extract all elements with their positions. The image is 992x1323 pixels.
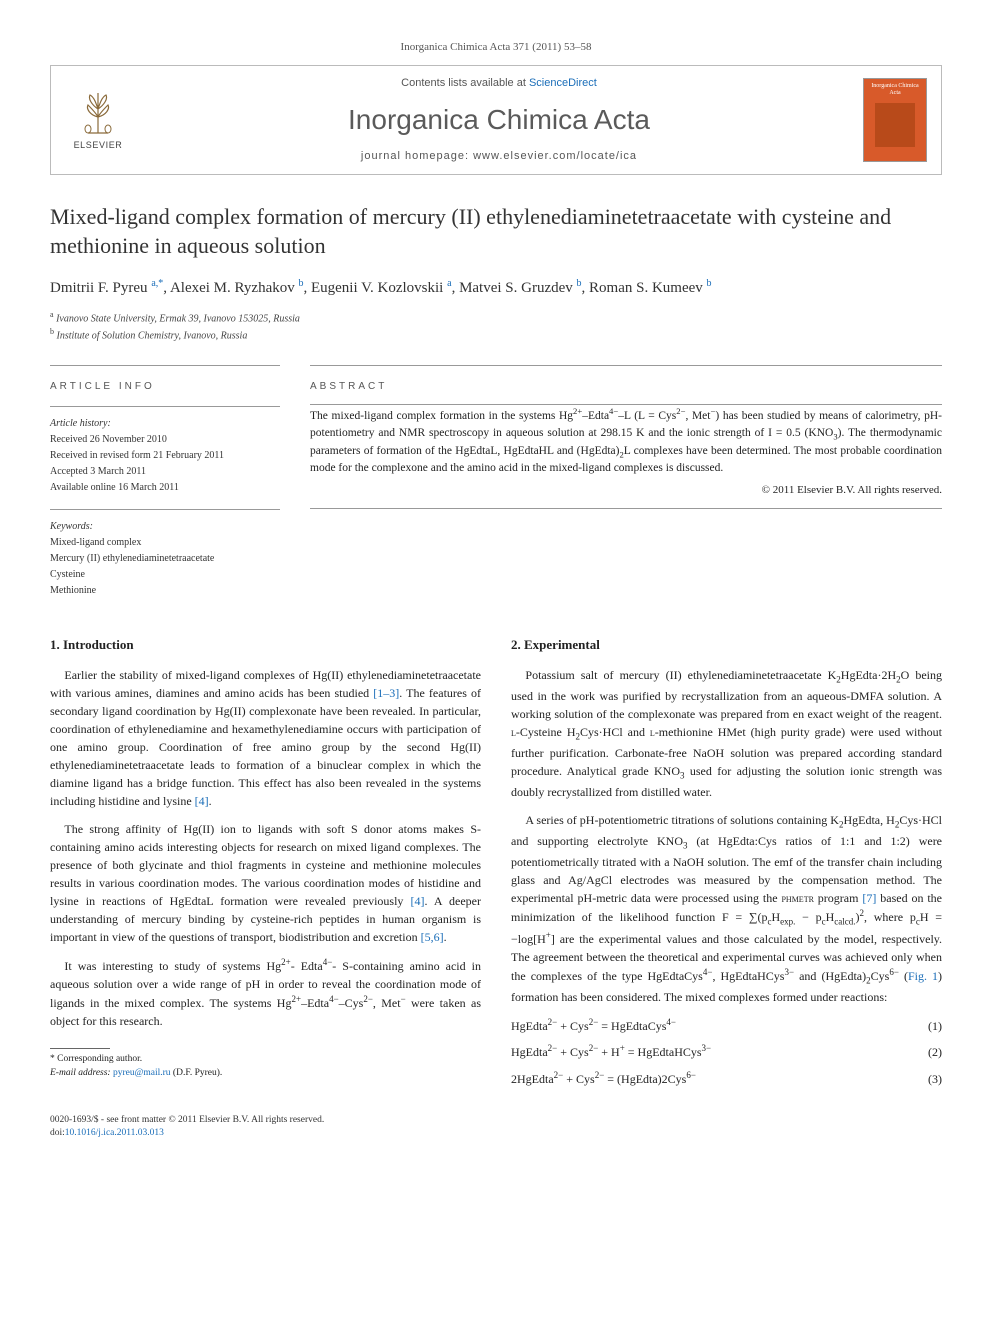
experimental-paragraph: A series of pH-potentiometric titrations… — [511, 811, 942, 1006]
history-received: Received 26 November 2010 — [50, 433, 280, 447]
journal-name: Inorganica Chimica Acta — [149, 100, 849, 139]
intro-paragraph: The strong affinity of Hg(II) ion to lig… — [50, 820, 481, 946]
contents-available-line: Contents lists available at ScienceDirec… — [149, 76, 849, 91]
affiliation-a: a Ivanovo State University, Ermak 39, Iv… — [50, 309, 942, 326]
experimental-heading: 2. Experimental — [511, 636, 942, 654]
keyword-item: Mixed-ligand complex — [50, 536, 280, 550]
intro-paragraph: It was interesting to study of systems H… — [50, 956, 481, 1030]
doi-link[interactable]: 10.1016/j.ica.2011.03.013 — [65, 1128, 164, 1138]
equation-row: HgEdta2− + Cys2− + H+ = HgEdtaHCys3− (2) — [511, 1042, 942, 1061]
equation: HgEdta2− + Cys2− + H+ = HgEdtaHCys3− — [511, 1042, 711, 1061]
article-info-heading: ARTICLE INFO — [50, 380, 280, 394]
doi-label: doi: — [50, 1128, 65, 1138]
equation: HgEdta2− + Cys2− = HgEdtaCys4− — [511, 1016, 676, 1035]
article-title: Mixed-ligand complex formation of mercur… — [50, 203, 942, 260]
abstract-heading: ABSTRACT — [310, 380, 942, 394]
elsevier-tree-icon — [74, 89, 122, 137]
elsevier-logo: ELSEVIER — [65, 84, 131, 156]
sciencedirect-link[interactable]: ScienceDirect — [529, 77, 597, 89]
abstract-text: The mixed-ligand complex formation in th… — [310, 405, 942, 477]
corr-email-link[interactable]: pyreu@mail.ru — [113, 1068, 171, 1078]
intro-paragraph: Earlier the stability of mixed-ligand co… — [50, 666, 481, 810]
keyword-item: Cysteine — [50, 568, 280, 582]
experimental-paragraph: Potassium salt of mercury (II) ethylened… — [511, 666, 942, 801]
citation-line: Inorganica Chimica Acta 371 (2011) 53–58 — [50, 40, 942, 55]
issn-line: 0020-1693/$ - see front matter © 2011 El… — [50, 1114, 942, 1127]
contents-prefix: Contents lists available at — [401, 77, 529, 89]
journal-cover-thumb: Inorganica Chimica Acta — [863, 78, 927, 162]
header-center: Contents lists available at ScienceDirec… — [149, 76, 849, 164]
keyword-item: Mercury (II) ethylenediaminetetraacetate — [50, 552, 280, 566]
equation: 2HgEdta2− + Cys2− = (HgEdta)2Cys6− — [511, 1069, 696, 1088]
keyword-item: Methionine — [50, 584, 280, 598]
journal-header-frame: ELSEVIER Contents lists available at Sci… — [50, 65, 942, 175]
homepage-url[interactable]: www.elsevier.com/locate/ica — [473, 150, 637, 162]
history-label: Article history: — [50, 417, 280, 431]
column-left: 1. Introduction Earlier the stability of… — [50, 636, 481, 1096]
equation-row: 2HgEdta2− + Cys2− = (HgEdta)2Cys6− (3) — [511, 1069, 942, 1088]
corr-label: * Corresponding author. — [50, 1053, 481, 1066]
history-accepted: Accepted 3 March 2011 — [50, 465, 280, 479]
journal-homepage-line: journal homepage: www.elsevier.com/locat… — [149, 149, 849, 164]
authors-line: Dmitrii F. Pyreu a,*, Alexei M. Ryzhakov… — [50, 277, 942, 299]
column-right: 2. Experimental Potassium salt of mercur… — [511, 636, 942, 1096]
affiliations-block: a Ivanovo State University, Ermak 39, Iv… — [50, 309, 942, 344]
page-footer: 0020-1693/$ - see front matter © 2011 El… — [50, 1114, 942, 1141]
elsevier-wordmark: ELSEVIER — [74, 139, 123, 152]
email-who: (D.F. Pyreu). — [171, 1068, 223, 1078]
affiliation-b: b Institute of Solution Chemistry, Ivano… — [50, 326, 942, 343]
equation-row: HgEdta2− + Cys2− = HgEdtaCys4− (1) — [511, 1016, 942, 1035]
equation-number: (1) — [928, 1018, 942, 1035]
article-info-block: ARTICLE INFO Article history: Received 2… — [50, 365, 280, 612]
email-label: E-mail address: — [50, 1068, 113, 1078]
cover-thumb-title: Inorganica Chimica Acta — [864, 83, 926, 96]
corresponding-footnote: * Corresponding author. E-mail address: … — [50, 1053, 481, 1080]
equation-number: (3) — [928, 1071, 942, 1088]
history-revised: Received in revised form 21 February 201… — [50, 449, 280, 463]
abstract-copyright: © 2011 Elsevier B.V. All rights reserved… — [310, 483, 942, 498]
keywords-label: Keywords: — [50, 520, 280, 534]
cover-thumb-image — [875, 103, 915, 147]
history-online: Available online 16 March 2011 — [50, 481, 280, 495]
homepage-prefix: journal homepage: — [361, 150, 473, 162]
equation-number: (2) — [928, 1044, 942, 1061]
abstract-block: ABSTRACT The mixed-ligand complex format… — [310, 365, 942, 612]
intro-heading: 1. Introduction — [50, 636, 481, 654]
